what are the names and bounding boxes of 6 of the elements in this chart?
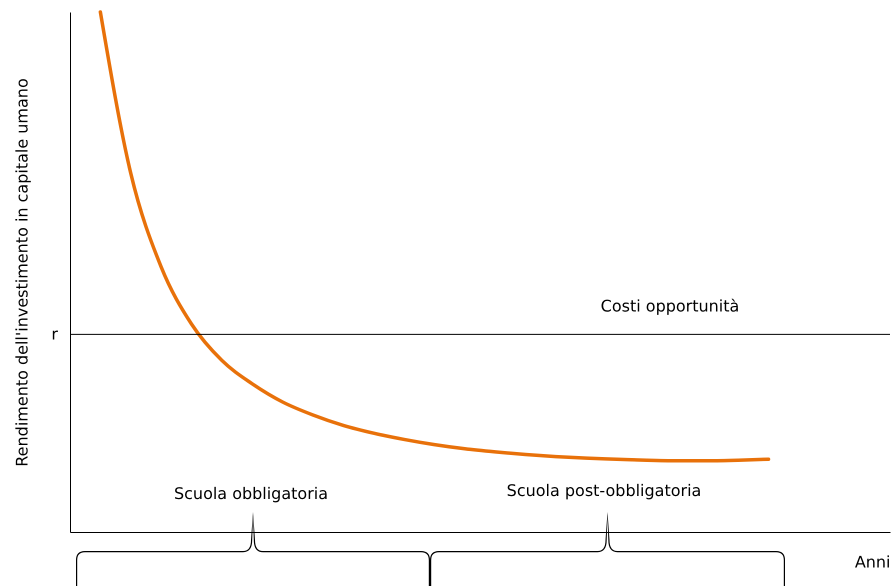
annotation: Scuola post-obbligatoria [506, 481, 702, 500]
ref-line-label: r [51, 324, 58, 344]
y-axis-title: Rendimento dell'investimento in capitale umano [12, 78, 32, 467]
x-axis-title: Anni [854, 552, 890, 572]
annotation: Scuola obbligatoria [174, 484, 328, 503]
annotation: Costi opportunità [600, 296, 740, 316]
